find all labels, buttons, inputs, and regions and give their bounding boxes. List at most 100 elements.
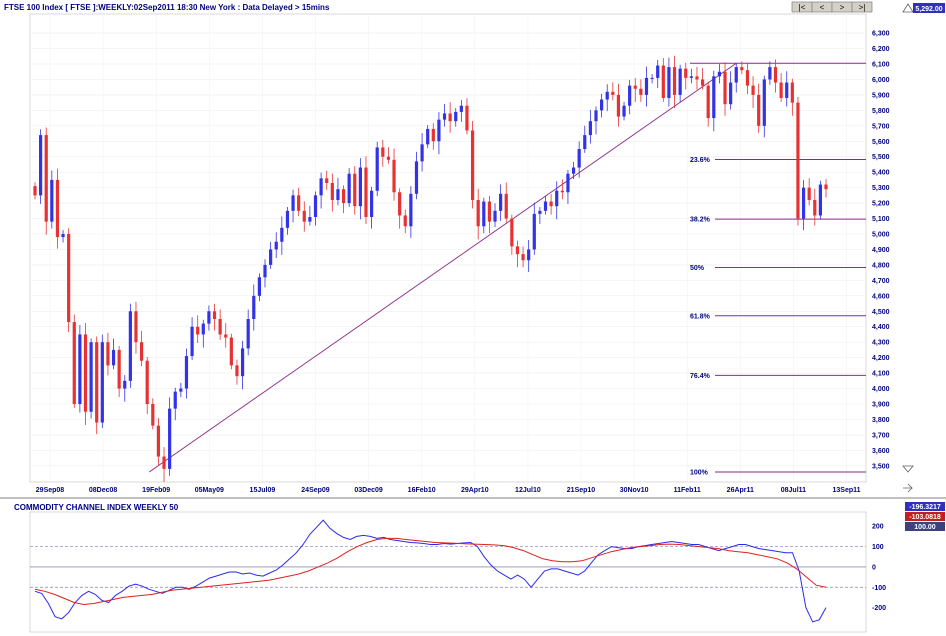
cci-y-tick-label: -100: [872, 585, 886, 592]
x-tick-label: 11Feb11: [674, 487, 701, 494]
x-tick-label: 29Apr10: [461, 487, 489, 494]
nav-first-label: |<: [799, 3, 806, 12]
x-tick-label: 26Apr11: [727, 487, 754, 494]
nav-last-button[interactable]: >|: [851, 1, 873, 13]
candle-body: [50, 179, 54, 222]
candle-body: [487, 201, 492, 222]
candle-body: [235, 365, 239, 377]
cci-badge-level-text: 100.00: [914, 524, 936, 531]
x-tick-label: 15Jul09: [250, 487, 276, 494]
candle-body: [813, 200, 817, 216]
candle-body: [353, 173, 357, 207]
candle-body: [151, 404, 155, 426]
candle-body: [308, 217, 312, 222]
nav-first-button[interactable]: |<: [791, 1, 813, 13]
fib-level-label: 76.4%: [690, 373, 711, 380]
candle-body: [555, 190, 559, 207]
candle-body: [521, 254, 525, 261]
candle-body: [571, 167, 576, 174]
candle-body: [212, 311, 217, 319]
candle-body: [678, 68, 682, 95]
candle-body: [667, 67, 671, 98]
candle-body: [55, 179, 60, 238]
candle-body: [403, 215, 407, 227]
candle-body: [207, 311, 211, 324]
candle-body: [184, 356, 189, 389]
scroll-right-icon[interactable]: [903, 483, 913, 493]
candle-body: [375, 147, 379, 191]
x-tick-label: 16Feb10: [408, 487, 436, 494]
candle-body: [162, 456, 166, 469]
x-axis-labels: 29Sep08 08Dec08 19Feb09 05May09 15Jul09 24Sep…: [36, 487, 861, 494]
candle-body: [123, 380, 127, 389]
y-tick-label: 5,500: [872, 154, 890, 161]
y-tick-label: 6,100: [872, 62, 890, 69]
candle-body: [274, 241, 278, 250]
fib-level-label: 23.6%: [690, 157, 711, 164]
x-tick-label: 29Sep08: [36, 487, 65, 494]
scroll-down-icon[interactable]: [902, 465, 914, 473]
cci-y-axis-labels: -200 -100 0 100 200: [872, 524, 886, 612]
fib-level-label: 61.8%: [690, 313, 711, 320]
candle-body: [100, 342, 104, 423]
candle-body: [605, 91, 609, 100]
candle-body: [61, 234, 65, 238]
candle-body: [527, 249, 531, 261]
candle-body: [762, 79, 766, 126]
candle-body: [700, 79, 705, 86]
y-tick-label: 5,700: [872, 123, 890, 130]
nav-prev-button[interactable]: <: [811, 1, 833, 13]
scroll-up-icon[interactable]: [902, 3, 914, 13]
y-tick-label: 4,800: [872, 262, 890, 269]
candle-body: [291, 195, 295, 211]
candle-body: [633, 85, 637, 89]
cci-badge-ma: [905, 512, 945, 521]
y-tick-label: 6,200: [872, 46, 890, 53]
candle-body: [111, 349, 116, 366]
candle-body: [67, 234, 71, 323]
candle-body: [269, 249, 273, 265]
nav-next-button[interactable]: >: [831, 1, 853, 13]
candle-body: [414, 161, 419, 194]
candle-body: [656, 65, 660, 78]
x-tick-label: 03Dec09: [354, 487, 383, 494]
candle-body: [566, 173, 570, 193]
candle-body: [325, 178, 329, 183]
candle-body: [229, 337, 233, 366]
fib-level-label: 38.2%: [690, 217, 711, 224]
candle-body: [409, 193, 413, 227]
candle-body: [398, 192, 402, 216]
candle-body: [459, 105, 463, 112]
candle-body: [448, 113, 452, 122]
candle-body: [622, 105, 626, 117]
candle-body: [240, 348, 245, 377]
y-tick-label: 5,600: [872, 139, 890, 146]
candle-body: [179, 388, 183, 392]
candle-body: [156, 425, 161, 457]
candle-body: [672, 67, 677, 95]
candle-body: [364, 167, 368, 217]
candle-body: [128, 311, 132, 381]
y-tick-label: 4,600: [872, 293, 890, 300]
candle-body: [577, 149, 581, 168]
candle-body: [824, 184, 828, 190]
candle-body: [628, 85, 632, 106]
y-tick-label: 4,900: [872, 247, 890, 254]
cci-moving-average-line: [34, 537, 827, 606]
fibonacci-levels: 23.6% 38.2% 50% 61.8% 76.4% 100%: [690, 62, 866, 477]
x-tick-label: 30Nov10: [620, 487, 649, 494]
y-tick-label: 5,100: [872, 216, 890, 223]
y-tick-label: 5,300: [872, 185, 890, 192]
y-tick-label: 5,400: [872, 170, 890, 177]
x-tick-label: 08Dec08: [89, 487, 118, 494]
candle-body: [280, 227, 284, 242]
candle-body: [499, 193, 503, 211]
candle-body: [117, 349, 121, 389]
cci-badge-level: [905, 522, 945, 531]
candle-body: [594, 110, 598, 122]
cci-grid: [30, 546, 866, 588]
cci-lines: [34, 519, 827, 623]
x-tick-label: 13Sep11: [832, 487, 860, 494]
y-tick-label: 4,400: [872, 324, 890, 331]
candle-body: [611, 91, 615, 95]
